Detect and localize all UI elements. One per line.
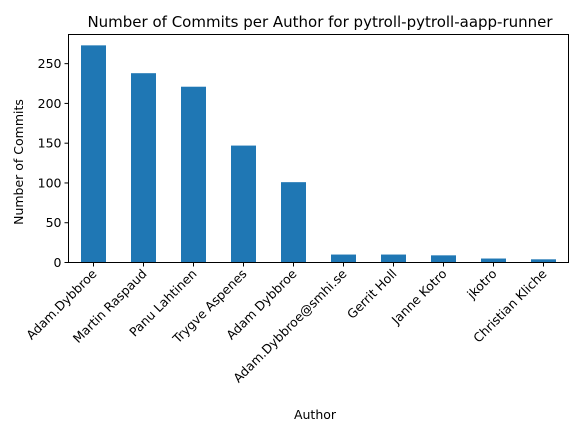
y-tick-label: 100 — [38, 175, 62, 190]
bar — [231, 146, 256, 263]
x-tick-label: jkotro — [463, 266, 499, 302]
y-tick-label: 50 — [46, 215, 62, 230]
bar — [281, 182, 306, 262]
x-axis-label: Author — [294, 407, 337, 422]
bar — [481, 259, 506, 263]
y-tick-label: 200 — [38, 96, 62, 111]
bar — [381, 255, 406, 263]
y-tick-label: 250 — [38, 56, 62, 71]
chart-title: Number of Commits per Author for pytroll… — [87, 13, 553, 31]
plot-area — [81, 45, 556, 262]
y-axis-label: Number of Commits — [11, 99, 26, 225]
bar — [181, 87, 206, 263]
y-axis: 0 50 100 150 200 250 — [38, 56, 69, 270]
bar — [81, 45, 106, 262]
y-tick-label: 0 — [54, 255, 62, 270]
bar — [131, 73, 156, 262]
y-tick-label: 150 — [38, 136, 62, 151]
bar — [431, 255, 456, 262]
bar — [331, 255, 356, 263]
